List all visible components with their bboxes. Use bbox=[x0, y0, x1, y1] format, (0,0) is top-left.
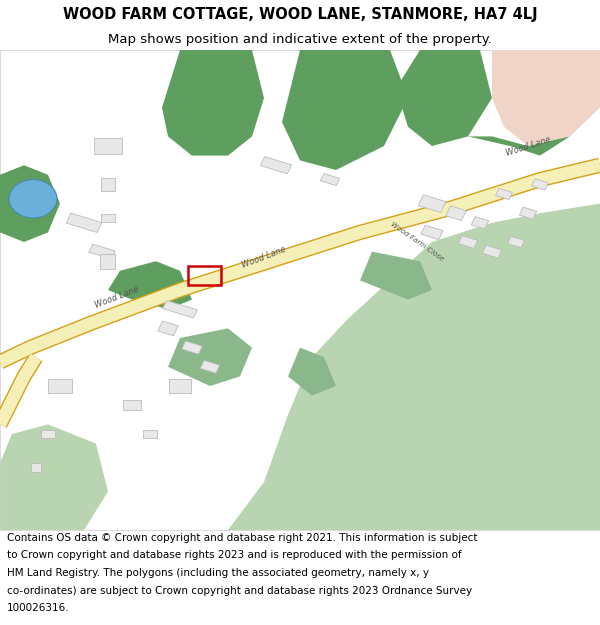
Polygon shape bbox=[108, 261, 192, 309]
Polygon shape bbox=[0, 165, 60, 242]
Bar bbox=[446, 206, 466, 221]
Bar bbox=[158, 321, 178, 336]
Bar bbox=[66, 213, 102, 232]
Circle shape bbox=[9, 179, 57, 218]
Bar bbox=[89, 244, 115, 259]
Bar bbox=[421, 225, 443, 239]
Bar bbox=[101, 214, 115, 222]
Polygon shape bbox=[360, 252, 432, 299]
Bar bbox=[143, 430, 157, 438]
Bar bbox=[458, 236, 478, 249]
Polygon shape bbox=[162, 50, 264, 156]
Bar bbox=[169, 379, 191, 392]
Bar bbox=[260, 157, 292, 174]
Bar bbox=[472, 217, 488, 229]
Bar bbox=[48, 379, 72, 392]
Bar bbox=[100, 254, 115, 269]
Polygon shape bbox=[468, 136, 570, 156]
Text: HM Land Registry. The polygons (including the associated geometry, namely x, y: HM Land Registry. The polygons (includin… bbox=[7, 568, 429, 578]
Polygon shape bbox=[396, 50, 492, 146]
Bar bbox=[123, 401, 141, 410]
Bar bbox=[182, 341, 202, 354]
Bar bbox=[41, 429, 55, 438]
Bar bbox=[200, 361, 220, 373]
Polygon shape bbox=[492, 50, 600, 146]
Bar bbox=[94, 138, 122, 154]
Polygon shape bbox=[0, 424, 108, 530]
Text: Contains OS data © Crown copyright and database right 2021. This information is : Contains OS data © Crown copyright and d… bbox=[7, 533, 478, 543]
Bar bbox=[418, 195, 446, 212]
Text: co-ordinates) are subject to Crown copyright and database rights 2023 Ordnance S: co-ordinates) are subject to Crown copyr… bbox=[7, 586, 472, 596]
Text: Wood Lane: Wood Lane bbox=[505, 134, 551, 158]
Bar bbox=[31, 463, 41, 472]
Bar bbox=[482, 245, 502, 258]
Bar bbox=[508, 236, 524, 248]
Text: 100026316.: 100026316. bbox=[7, 603, 70, 613]
Text: Wood Farm Close: Wood Farm Close bbox=[389, 221, 445, 262]
Polygon shape bbox=[228, 204, 600, 530]
Text: Wood Lane: Wood Lane bbox=[94, 284, 140, 310]
Bar bbox=[496, 188, 512, 199]
Text: Wood Lane: Wood Lane bbox=[241, 245, 287, 270]
Text: to Crown copyright and database rights 2023 and is reproduced with the permissio: to Crown copyright and database rights 2… bbox=[7, 551, 462, 561]
Bar bbox=[163, 301, 197, 318]
Bar bbox=[532, 179, 548, 190]
Text: WOOD FARM COTTAGE, WOOD LANE, STANMORE, HA7 4LJ: WOOD FARM COTTAGE, WOOD LANE, STANMORE, … bbox=[62, 6, 538, 21]
Polygon shape bbox=[168, 328, 252, 386]
Text: Map shows position and indicative extent of the property.: Map shows position and indicative extent… bbox=[108, 32, 492, 46]
Bar bbox=[187, 266, 221, 285]
Polygon shape bbox=[288, 348, 336, 396]
Polygon shape bbox=[282, 50, 408, 170]
Bar bbox=[101, 177, 115, 191]
Bar bbox=[320, 174, 340, 186]
Bar bbox=[520, 207, 536, 219]
